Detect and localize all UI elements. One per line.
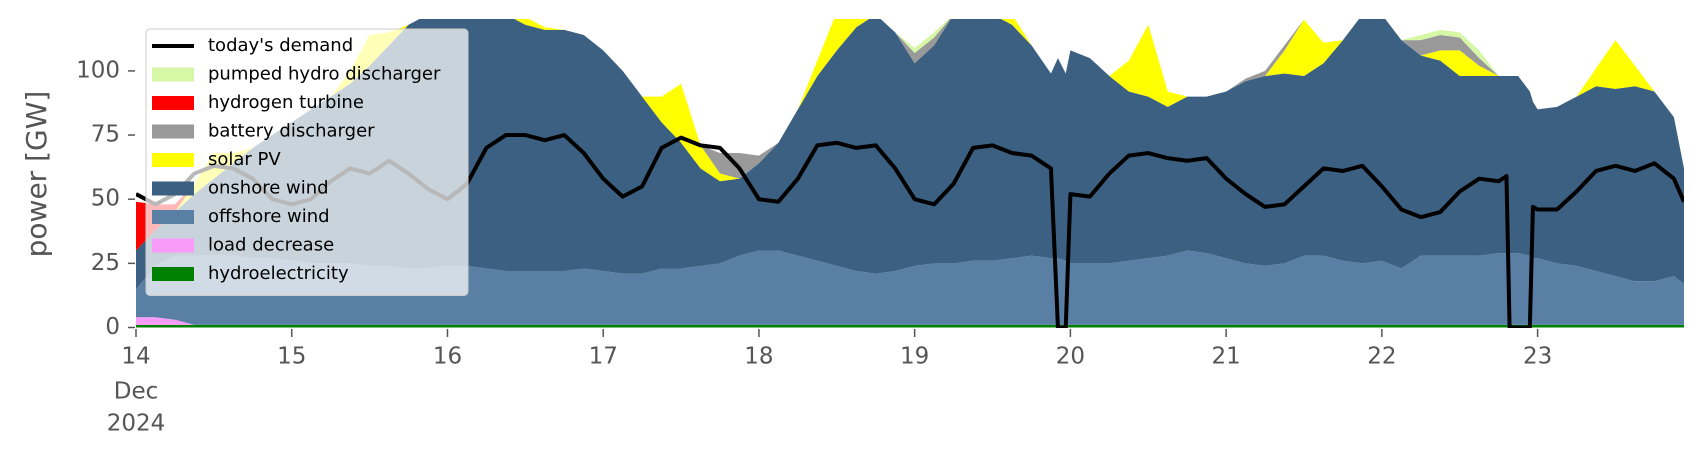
x-tick-label: 16 — [433, 344, 462, 370]
legend-box — [145, 28, 469, 296]
x-tick-label: 21 — [1212, 344, 1241, 370]
plot-area — [136, 19, 1684, 328]
y-tick-label: 50 — [91, 186, 120, 212]
legend-label: hydrogen turbine — [208, 92, 364, 113]
legend-label: solar PV — [208, 149, 281, 170]
legend-label: pumped hydro discharger — [208, 64, 441, 85]
axes: 0 25 50 75 100 14 15 16 17 18 19 20 21 22 23 Dec 2024 — [76, 57, 1552, 436]
y-tick-label: 75 — [91, 122, 120, 148]
stacked-area — [136, 324, 1684, 328]
x-tick-label: 15 — [277, 344, 306, 370]
legend-label: onshore wind — [208, 178, 329, 199]
stacked-area — [136, 19, 1684, 290]
legend-label: battery discharger — [208, 121, 375, 142]
legend: today's demand pumped hydro discharger hyd… — [145, 28, 469, 296]
y-tick-label: 100 — [76, 57, 120, 83]
x-tick-label: 19 — [900, 344, 929, 370]
legend-label: load decrease — [208, 235, 334, 256]
legend-swatch — [152, 267, 194, 281]
x-tick-year: 2024 — [107, 411, 166, 437]
y-axis-label: power [GW] — [20, 91, 53, 258]
y-tick-label: 25 — [91, 250, 120, 276]
x-tick-label: 20 — [1056, 344, 1085, 370]
legend-swatch — [152, 153, 194, 167]
stacked-area — [136, 250, 1684, 325]
x-tick-label: 18 — [744, 344, 773, 370]
x-tick-month: Dec — [114, 379, 159, 405]
legend-label: hydroelectricity — [208, 263, 349, 284]
legend-swatch — [152, 96, 194, 110]
legend-swatch — [152, 67, 194, 82]
legend-label: offshore wind — [208, 206, 330, 227]
x-tick-label: 22 — [1367, 344, 1396, 370]
legend-swatch — [152, 210, 194, 224]
legend-swatch — [152, 238, 194, 253]
y-tick-label: 0 — [105, 314, 120, 340]
legend-swatch — [152, 124, 194, 139]
x-tick-label: 14 — [121, 344, 150, 370]
legend-swatch — [152, 181, 194, 196]
x-tick-label: 17 — [589, 344, 618, 370]
x-tick-label: 23 — [1523, 344, 1552, 370]
legend-label: today's demand — [208, 35, 353, 56]
